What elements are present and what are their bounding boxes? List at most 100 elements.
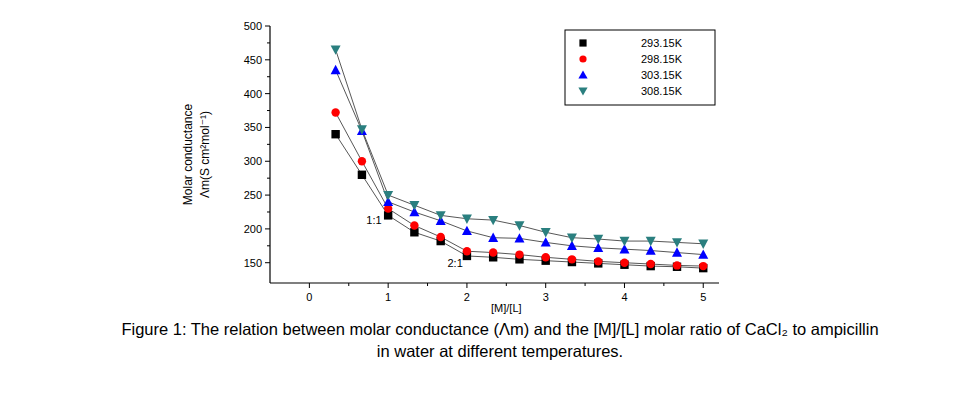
point	[331, 45, 341, 54]
point	[699, 262, 707, 270]
x-tick-label: 4	[621, 291, 627, 303]
chart: 150200250300350400450500012345[M]/[L]Mol…	[0, 0, 980, 401]
series-line	[336, 50, 704, 244]
legend-label: 298.15K	[641, 53, 683, 65]
x-tick	[388, 283, 389, 288]
point	[331, 108, 339, 116]
point	[488, 232, 498, 241]
point	[672, 238, 682, 247]
point	[514, 233, 524, 242]
y-tick-label: 250	[244, 189, 262, 201]
x-tick-label: 0	[306, 291, 312, 303]
point	[409, 201, 419, 210]
y-tick	[265, 127, 270, 128]
point	[593, 235, 603, 244]
y-minor-tick	[267, 110, 270, 111]
x-tick	[545, 283, 546, 288]
y-minor-tick	[267, 76, 270, 77]
point	[383, 191, 393, 200]
y-tick	[265, 262, 270, 263]
y-tick	[265, 93, 270, 94]
point	[462, 215, 472, 224]
point	[541, 237, 551, 246]
legend-marker	[578, 70, 587, 78]
point	[357, 125, 367, 134]
y-tick-label: 450	[244, 54, 262, 66]
point	[541, 228, 551, 237]
x-tick	[624, 283, 625, 288]
point	[357, 126, 367, 135]
point	[462, 226, 472, 235]
point	[489, 248, 497, 256]
point	[620, 259, 628, 267]
plot-area	[331, 45, 709, 272]
y-minor-tick	[267, 178, 270, 179]
y-tick-label: 500	[244, 20, 262, 32]
point	[568, 255, 576, 263]
x-minor-tick	[427, 283, 428, 286]
series-line	[336, 134, 704, 268]
x-tick-label: 5	[700, 291, 706, 303]
y-tick	[265, 195, 270, 196]
point	[514, 221, 524, 230]
x-tick	[466, 283, 467, 288]
x-minor-tick	[348, 283, 349, 286]
point	[358, 171, 366, 179]
legend-label: 308.15K	[641, 85, 683, 97]
y-tick-label: 400	[244, 88, 262, 100]
y-tick-label: 350	[244, 121, 262, 133]
y-minor-tick	[267, 245, 270, 246]
y-axis	[269, 26, 270, 283]
point	[331, 65, 341, 74]
legend-box	[565, 30, 715, 105]
y-tick-label: 300	[244, 155, 262, 167]
legend-marker	[579, 55, 586, 62]
point	[567, 233, 577, 242]
x-tick-label: 2	[464, 291, 470, 303]
x-axis-label: [M]/[L]	[491, 302, 522, 314]
caption: in water at different temperatures.	[377, 342, 623, 360]
point	[358, 157, 366, 165]
y-tick-label: 200	[244, 223, 262, 235]
x-tick	[703, 283, 704, 288]
legend: 293.15K 298.15K 303.15K 308.15K	[565, 30, 715, 105]
point	[436, 233, 444, 241]
point	[331, 130, 339, 138]
point	[646, 237, 656, 246]
y-minor-tick	[267, 211, 270, 212]
y-tick	[265, 161, 270, 162]
y-tick	[265, 26, 270, 27]
x-minor-tick	[506, 283, 507, 286]
y-minor-tick	[267, 144, 270, 145]
series-line	[336, 113, 704, 267]
point	[410, 221, 418, 229]
legend-label: 303.15K	[641, 69, 683, 81]
point	[436, 211, 446, 220]
y-minor-tick	[267, 42, 270, 43]
point	[698, 249, 708, 258]
caption: Figure 1: The relation between molar con…	[121, 320, 878, 338]
point	[672, 247, 682, 256]
y-tick-label: 150	[244, 257, 262, 269]
annotation: 1:1	[366, 214, 381, 226]
point	[646, 245, 656, 254]
x-minor-tick	[585, 283, 586, 286]
legend-marker	[579, 39, 586, 46]
point	[673, 261, 681, 269]
x-tick-label: 1	[385, 291, 391, 303]
point	[542, 253, 550, 261]
y-axis-label: Λm(S cm²mol⁻¹)	[198, 111, 212, 198]
x-axis	[270, 282, 719, 283]
legend-label: 293.15K	[641, 37, 683, 49]
point	[594, 257, 602, 265]
legend-marker	[578, 87, 587, 95]
point	[515, 250, 523, 258]
y-axis-label: Molar conductance	[181, 103, 195, 205]
y-tick	[265, 59, 270, 60]
point	[647, 260, 655, 268]
x-tick	[309, 283, 310, 288]
x-minor-tick	[663, 283, 664, 286]
point	[698, 240, 708, 249]
point	[463, 247, 471, 255]
point	[619, 237, 629, 246]
